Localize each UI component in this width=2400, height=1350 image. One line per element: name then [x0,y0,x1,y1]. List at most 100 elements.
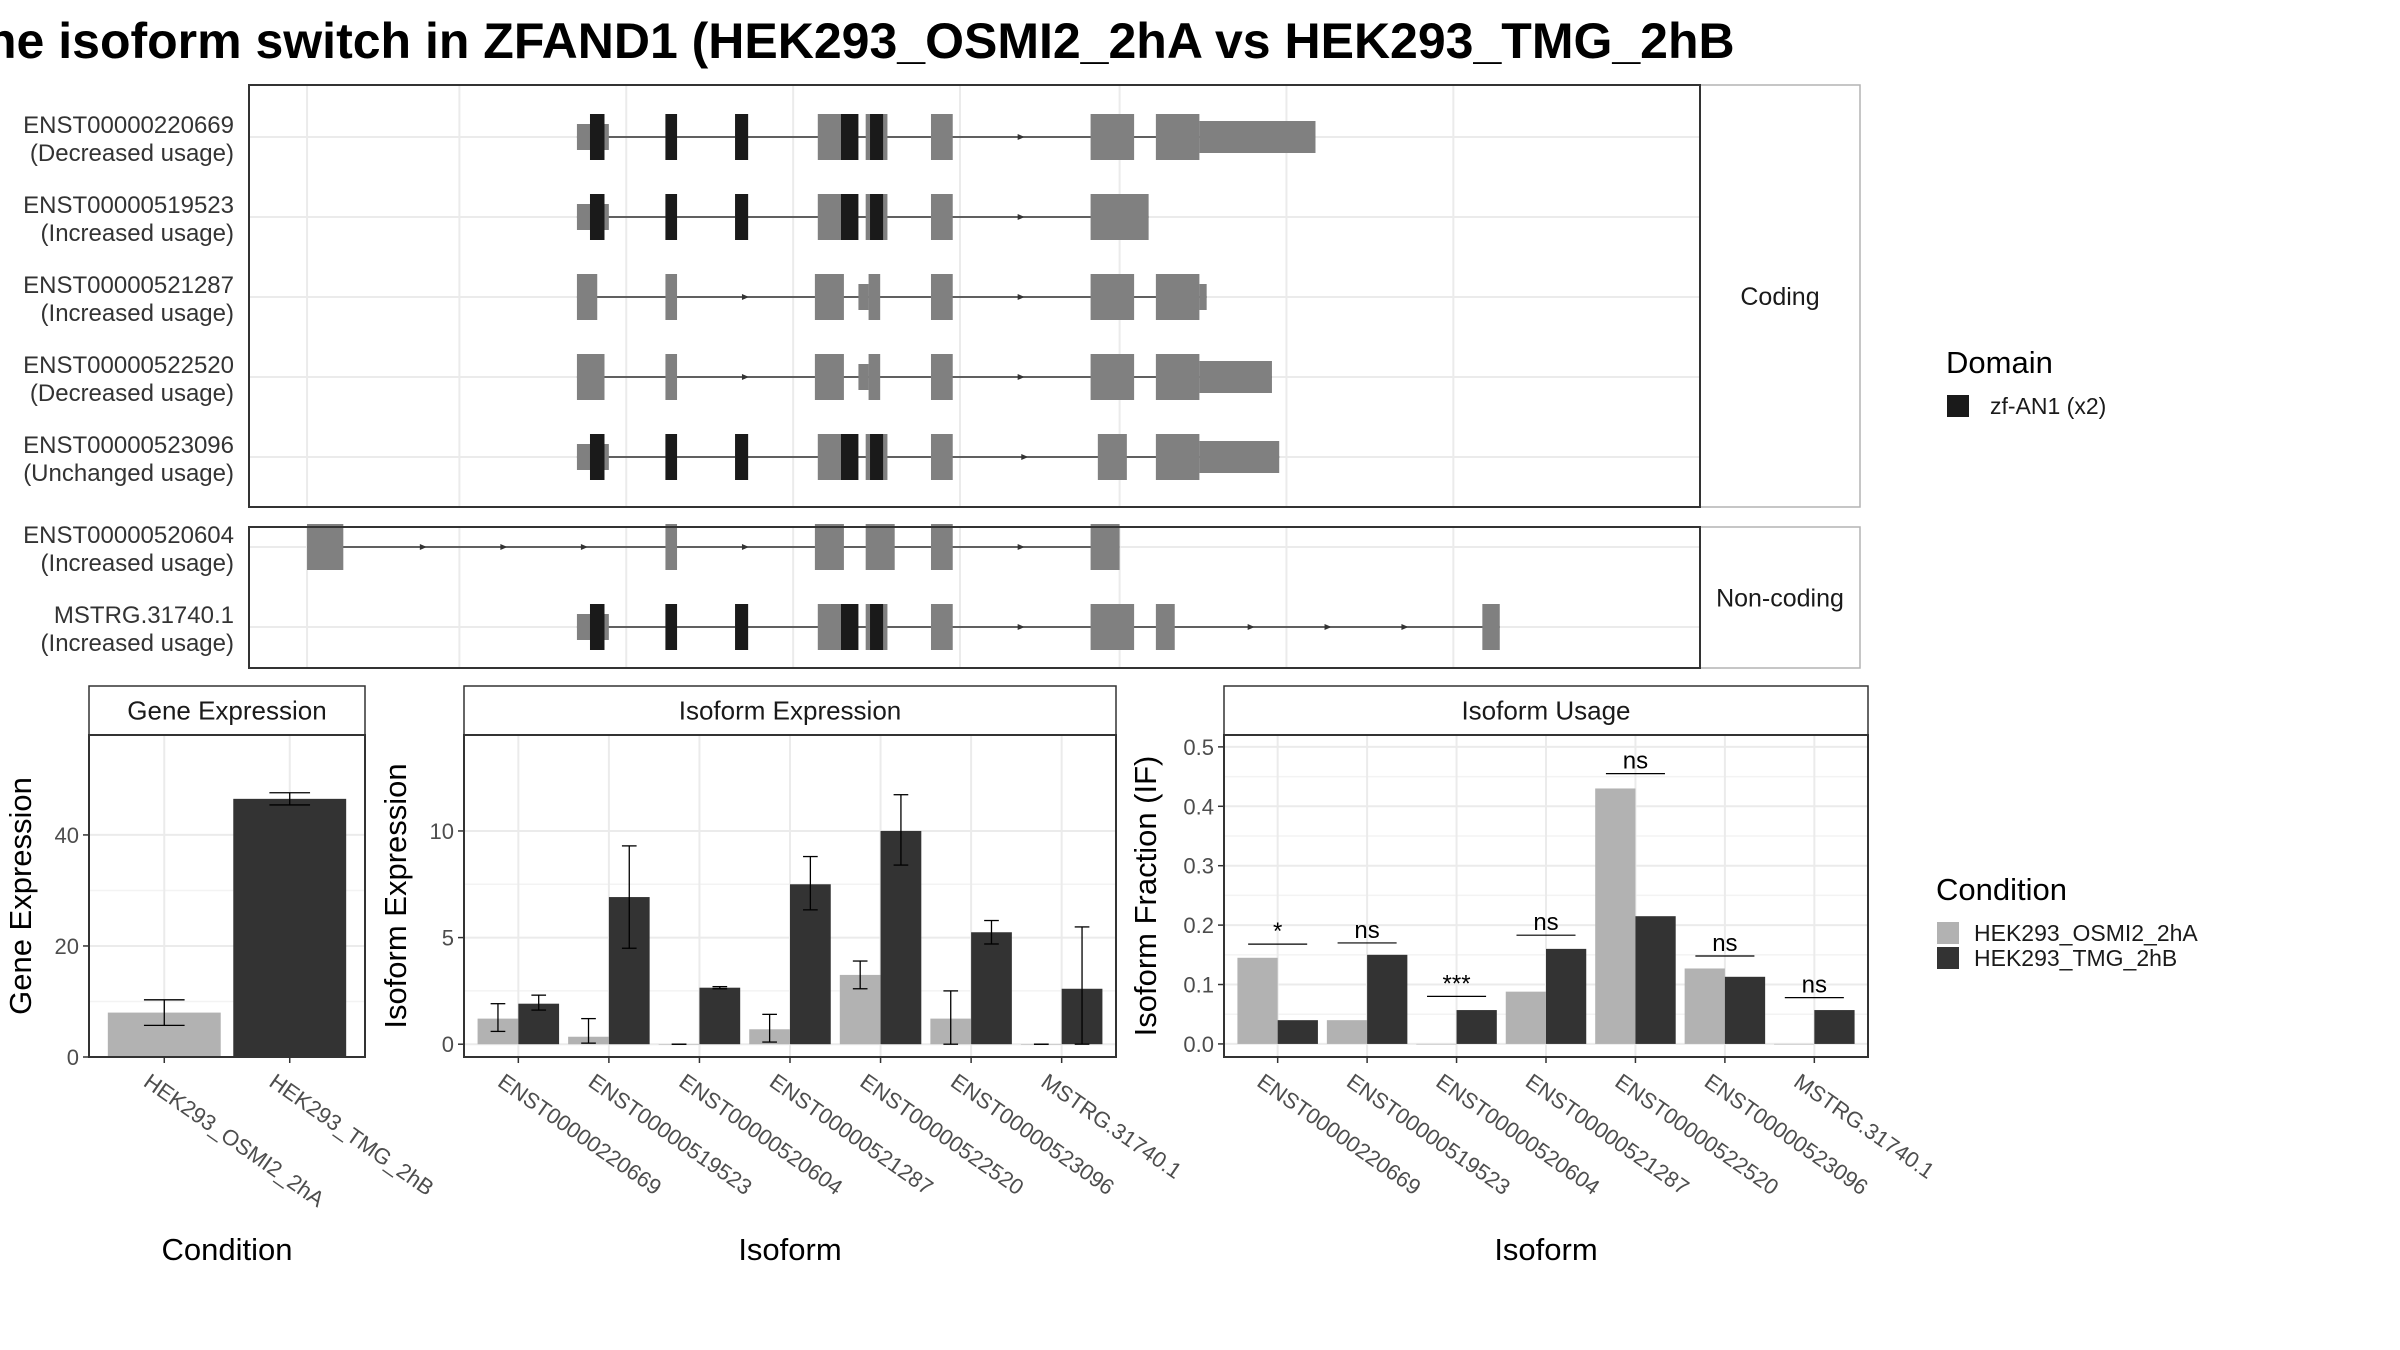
domain-block [589,434,605,480]
bar [880,830,922,1045]
exon-block [1199,361,1272,393]
domain-block [665,194,678,240]
exon-block [1199,284,1207,310]
y-tick-label: 0.3 [1183,854,1214,879]
bar [1326,1020,1368,1044]
y-tick-label: 0 [442,1032,454,1057]
structure-panel-border-noncoding [248,526,1701,669]
domain-block [665,604,678,650]
exon-block [1097,434,1127,480]
bar [699,987,741,1045]
x-tick-label: ENST00000519523 [584,1069,757,1200]
facet-label-noncoding: Non-coding [1716,585,1844,613]
domain-block [841,434,859,480]
exon-block [1155,604,1175,650]
chart-strip-title: Isoform Usage [1461,696,1630,726]
exon-block [814,524,844,570]
y-axis-title: Gene Expression [3,777,38,1015]
chart-strip [1223,685,1869,736]
isoform-label-id: ENST00000519523 [23,192,234,219]
exon-block [868,274,881,320]
facet-strip-noncoding [1699,526,1861,669]
gene-expression-chart: Gene Expression02040HEK293_OSMI2_2hAHEK2… [3,685,438,1267]
exon-block [858,284,869,310]
bar [1456,1010,1497,1044]
isoform-label-usage: (Increased usage) [41,550,234,577]
chart-strip [463,685,1117,736]
domain-block [870,194,884,240]
bar [1237,957,1278,1044]
x-tick-label: ENST00000519523 [1342,1069,1515,1200]
intron-arrow [1017,544,1025,550]
exon-block [1199,121,1316,153]
condition-legend-key [1937,947,1959,969]
isoform-label-usage: (Unchanged usage) [23,460,234,487]
exon-block [865,524,895,570]
domain-block [870,434,884,480]
y-axis-title: Isoform Expression [378,763,413,1028]
bar [1814,1010,1855,1044]
significance-label: * [1273,918,1282,945]
domain-block [841,604,859,650]
exon-block [307,524,344,570]
isoform-label-id: ENST00000220669 [23,112,234,139]
x-tick-label: ENST00000520604 [1432,1069,1605,1200]
exon-block [665,274,678,320]
y-tick-label: 0.5 [1183,735,1214,760]
bar [790,884,831,1045]
exon-block [1090,604,1135,650]
intron-arrow [741,294,749,300]
domain-legend-title: Domain [1946,345,2053,380]
isoform-label-id: ENST00000521287 [23,272,234,299]
structure-panel-border-coding [248,84,1701,508]
bar [1277,1020,1318,1044]
x-tick-label: ENST00000523096 [946,1069,1119,1200]
chart-strip [88,685,366,736]
exon-block [814,274,844,320]
isoform-label-usage: (Decreased usage) [30,380,234,407]
bar [971,932,1012,1045]
intron-arrow [419,544,427,550]
x-axis-title: Condition [162,1232,293,1267]
exon-block [1155,114,1200,160]
exon-block [1090,114,1135,160]
intron-arrow [1017,294,1025,300]
exon-block [1090,524,1120,570]
y-tick-label: 0.2 [1183,913,1214,938]
domain-block [735,194,749,240]
intron-arrow [1017,374,1025,380]
exon-block [930,524,953,570]
isoform-label-id: ENST00000520604 [23,522,234,549]
intron-arrow [580,544,588,550]
x-tick-label: ENST00000220669 [493,1069,666,1200]
x-tick-label: ENST00000523096 [1700,1069,1873,1200]
x-tick-label: ENST00000522520 [1611,1069,1784,1200]
significance-label: *** [1443,970,1471,997]
domain-block [735,604,749,650]
significance-label: ns [1712,930,1737,957]
domain-block [841,194,859,240]
y-tick-label: 0.0 [1183,1032,1214,1057]
exon-block [930,114,953,160]
intron-arrow [741,544,749,550]
significance-label: ns [1802,972,1827,999]
intron-arrow [1401,624,1409,630]
exon-block [930,354,953,400]
exon-block [665,354,678,400]
domain-block [735,114,749,160]
bar [1635,916,1676,1044]
intron-arrow [1021,454,1029,460]
isoform-label-id: MSTRG.31740.1 [54,602,234,629]
x-tick-label: ENST00000520604 [675,1069,848,1200]
intron-arrow [741,374,749,380]
y-tick-label: 5 [442,926,454,951]
bar [1724,976,1766,1044]
domain-legend-label: zf-AN1 (x2) [1990,393,2106,419]
isoform-label-usage: (Decreased usage) [30,140,234,167]
exon-block [930,194,953,240]
exon-block [1155,274,1200,320]
domain-block [665,434,678,480]
chart-strip-title: Isoform Expression [679,696,902,726]
